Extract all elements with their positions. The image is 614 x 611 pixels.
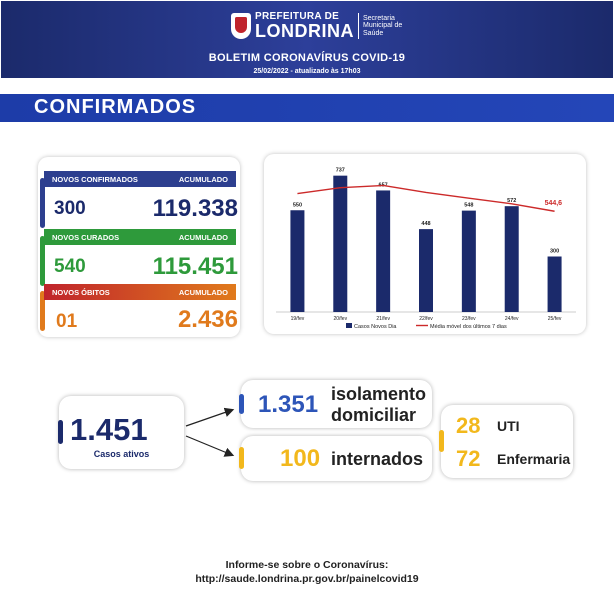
- bar: [376, 190, 391, 312]
- obitos-strip: NOVOS ÓBITOS ACUMULADO: [44, 284, 236, 300]
- x-tick-label: 25/fev: [548, 316, 562, 322]
- internados-indicator: [239, 447, 244, 469]
- bar: [419, 229, 433, 312]
- confirmados-label: NOVOS CONFIRMADOS: [52, 174, 138, 184]
- obitos-total: 2.436: [177, 306, 238, 333]
- confirmados-strip: NOVOS CONFIRMADOS ACUMULADO: [44, 171, 236, 187]
- bar-data-label: 550: [293, 202, 302, 208]
- logo-secretaria-line: Saúde: [363, 29, 384, 37]
- bar-data-label: 300: [550, 249, 559, 255]
- logo-prefix: PREFEITURA DE: [255, 11, 340, 22]
- curados-accent: [40, 236, 45, 286]
- header-banner: PREFEITURA DE LONDRINA Secretaria Munici…: [1, 1, 613, 78]
- moving-average-last-label: 544,6: [545, 200, 563, 207]
- x-tick-label: 23/fev: [462, 316, 476, 322]
- logo-secretaria-line: Secretaria: [363, 14, 395, 22]
- curados-strip: NOVOS CURADOS ACUMULADO: [44, 229, 236, 245]
- ativos-indicator: [58, 420, 63, 444]
- bar: [547, 256, 562, 312]
- leitos-box: [441, 405, 573, 478]
- isolamento-label-line: isolamento: [331, 384, 427, 404]
- confirmados-total: 119.338: [152, 195, 238, 222]
- moving-average-line: [297, 184, 555, 212]
- legend-bar-swatch: [346, 323, 352, 328]
- internados-label: internados: [331, 449, 424, 469]
- legend-bar-label: Casos Novos Dia: [354, 324, 397, 330]
- bar: [504, 206, 519, 312]
- bar: [290, 210, 305, 312]
- bar: [333, 175, 348, 312]
- isolamento-box: [241, 380, 432, 428]
- section-title: CONFIRMADOS: [34, 96, 197, 118]
- curados-label: NOVOS CURADOS: [52, 232, 120, 242]
- chart-card: 550 19/fev 737 20/fev 657 21/fev 448 22/fev 548 2…: [264, 154, 586, 334]
- enfermaria-label: Enfermaria: [497, 451, 571, 467]
- logo-city: LONDRINA: [255, 21, 354, 41]
- uti-value: 28: [456, 413, 481, 438]
- bar-data-label: 448: [421, 221, 430, 227]
- confirmados-accent: [40, 178, 45, 228]
- arrow-to-internados: [185, 435, 235, 457]
- internados-box: [241, 436, 432, 481]
- curados-new: 540: [54, 256, 86, 277]
- cases-chart: 55019/fev73720/fev65721/fev44822/fev5482…: [276, 168, 576, 330]
- logo-secretaria-line: Municipal de: [363, 22, 403, 30]
- enfermaria-value: 72: [456, 446, 481, 471]
- arrow-to-isolamento: [185, 407, 235, 427]
- summary-card: [38, 157, 240, 337]
- x-tick-label: 21/fev: [376, 316, 390, 322]
- bulletin-date: 25/02/2022 - atualizado às 17h03: [253, 68, 361, 75]
- curados-acc-label: ACUMULADO: [178, 232, 228, 242]
- bar: [461, 210, 476, 312]
- ativos-label: Casos ativos: [93, 449, 150, 459]
- bulletin-title: BOLETIM CORONAVÍRUS COVID-19: [208, 52, 406, 64]
- x-tick-label: 22/fev: [419, 316, 433, 322]
- obitos-new: 01: [56, 311, 78, 332]
- obitos-acc-label: ACUMULADO: [178, 287, 228, 297]
- city-crest-icon: [231, 13, 251, 39]
- isolamento-indicator: [239, 394, 244, 414]
- footer-line-1: Informe-se sobre o Coronavírus:: [225, 559, 389, 571]
- x-tick-label: 20/fev: [333, 316, 347, 322]
- prefeitura-logo: PREFEITURA DE LONDRINA Secretaria Munici…: [231, 11, 402, 41]
- bar-data-label: 548: [464, 203, 473, 209]
- obitos-label: NOVOS ÓBITOS: [52, 287, 110, 297]
- section-bar: [0, 94, 614, 122]
- isolamento-label: isolamento domiciliar: [331, 384, 426, 426]
- leitos-indicator: [439, 430, 444, 452]
- ativos-box: [59, 396, 184, 469]
- curados-total: 115.451: [152, 253, 238, 280]
- bar-data-label: 572: [507, 198, 516, 204]
- confirmados-acc-label: ACUMULADO: [178, 174, 228, 184]
- uti-label: UTI: [497, 418, 520, 434]
- confirmados-new: 300: [54, 198, 86, 219]
- internados-value: 100: [280, 445, 321, 472]
- x-tick-label: 19/fev: [291, 316, 305, 322]
- ativos-total: 1.451: [70, 412, 148, 447]
- logo-secretaria: Secretaria Municipal de Saúde: [363, 15, 402, 37]
- logo-divider: [358, 13, 359, 39]
- obitos-accent: [40, 291, 45, 331]
- footer-link[interactable]: http://saude.londrina.pr.gov.br/painelco…: [195, 573, 419, 585]
- x-tick-label: 24/fev: [505, 316, 519, 322]
- bar-data-label: 737: [336, 168, 345, 174]
- isolamento-value: 1.351: [258, 391, 319, 418]
- legend-line-label: Média móvel dos últimos 7 dias: [430, 324, 507, 330]
- isolamento-label-line: domiciliar: [331, 405, 417, 425]
